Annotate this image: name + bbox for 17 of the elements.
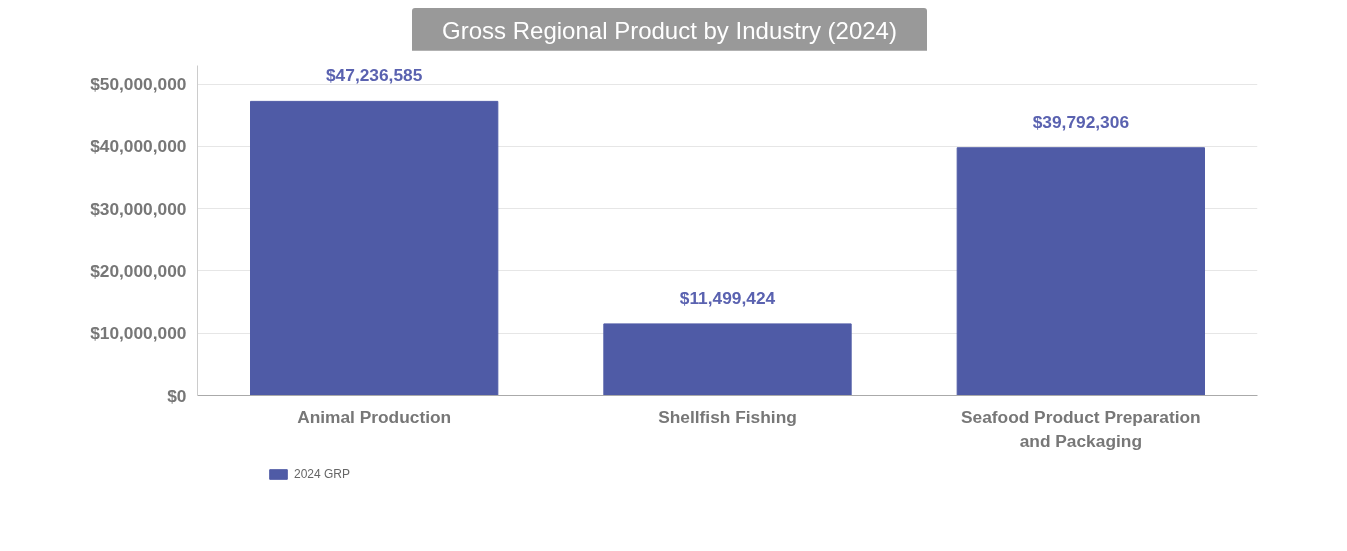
bar bbox=[603, 323, 852, 396]
x-tick-label: Seafood Product Preparation and Packaging bbox=[960, 406, 1201, 451]
y-tick-label: $50,000,000 bbox=[90, 74, 187, 95]
data-label: $47,236,585 bbox=[325, 65, 423, 86]
x-tick-label: Shellfish Fishing bbox=[658, 406, 797, 427]
x-tick-label: Animal Production bbox=[297, 406, 452, 427]
bar bbox=[250, 100, 499, 396]
chart-title: Gross Regional Product by Industry (2024) bbox=[412, 8, 927, 55]
bar bbox=[956, 147, 1205, 396]
legend-label: 2024 GRP bbox=[294, 467, 351, 481]
data-label: $11,499,424 bbox=[679, 287, 776, 308]
data-label: $39,792,306 bbox=[1032, 111, 1130, 132]
y-tick-label: $0 bbox=[167, 385, 187, 406]
y-tick-label: $30,000,000 bbox=[90, 198, 187, 219]
y-tick-label: $40,000,000 bbox=[90, 136, 187, 157]
y-tick-label: $10,000,000 bbox=[90, 323, 187, 344]
y-tick-label: $20,000,000 bbox=[90, 260, 187, 281]
